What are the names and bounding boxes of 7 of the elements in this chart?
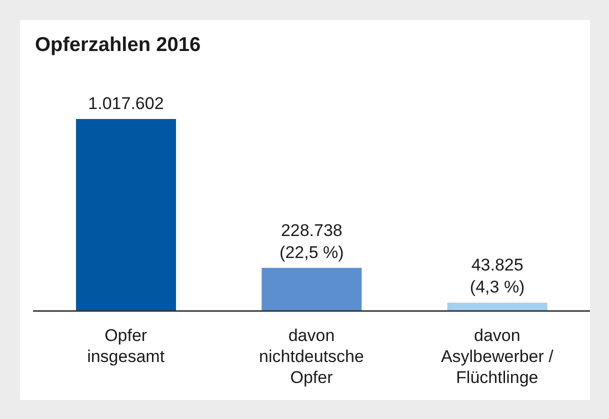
x-tick-label: davon Asylbewerber / Flüchtlinge bbox=[440, 326, 554, 387]
data-label: 43.825 (4,3 %) bbox=[470, 256, 525, 297]
x-tick-label: Opfer insgesamt bbox=[87, 326, 165, 366]
x-tick-label: davon nichtdeutsche Opfer bbox=[259, 326, 364, 387]
data-label: 1.017.602 bbox=[88, 94, 164, 113]
data-label: 228.738 (22,5 %) bbox=[280, 220, 344, 262]
chart-title: Opferzahlen 2016 bbox=[35, 34, 201, 57]
